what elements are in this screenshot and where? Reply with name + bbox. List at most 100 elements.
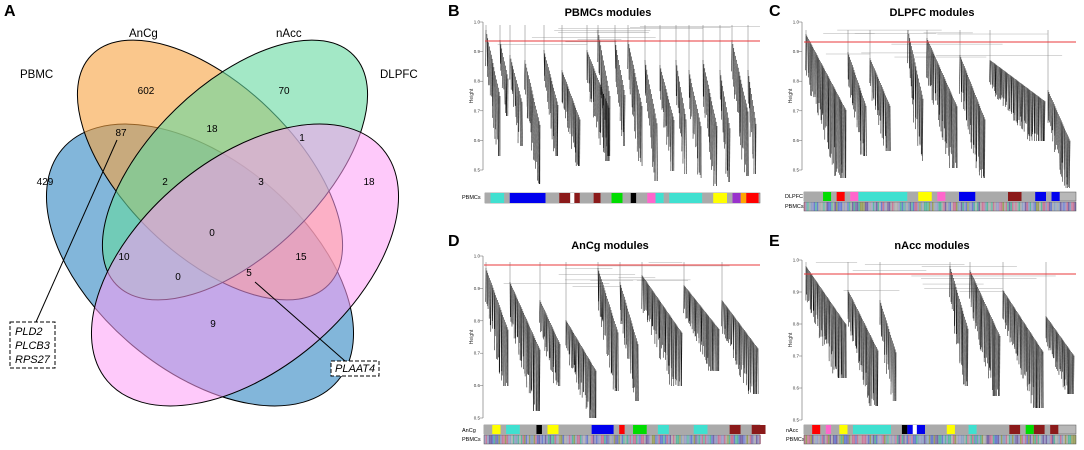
module-segment — [525, 435, 528, 444]
module-segment — [892, 202, 894, 211]
tree-leaf — [676, 325, 678, 381]
axis-tick-label: 0.7 — [793, 108, 800, 113]
count-pbmc-ancg: 87 — [115, 128, 127, 139]
panel-label-a: A — [4, 3, 16, 20]
module-segment — [874, 202, 876, 211]
module-segment — [869, 202, 872, 211]
module-segment — [912, 435, 915, 444]
module-segment — [828, 202, 830, 211]
module-segment — [946, 435, 948, 444]
module-segment — [968, 435, 971, 444]
tree-leaf — [1052, 102, 1054, 142]
module-segment — [576, 435, 579, 444]
module-segment — [1023, 202, 1025, 211]
tree-leaf — [839, 98, 841, 179]
tree-leaf — [954, 283, 956, 334]
tree-leaf — [861, 319, 863, 366]
tree-leaf — [913, 58, 915, 123]
tree-leaf — [735, 319, 737, 365]
module-segment — [668, 425, 694, 434]
module-segment — [1052, 435, 1054, 444]
tree-leaf — [623, 89, 625, 147]
module-segment — [872, 435, 875, 444]
module-segment — [593, 193, 601, 203]
module-segment — [836, 202, 838, 211]
module-segment — [1056, 202, 1059, 211]
module-segment — [948, 202, 950, 211]
tree-leaf — [569, 93, 571, 134]
venn-panel: A PBMC AnCg nAcc DLPFC 429 602 70 18 87 … — [4, 3, 418, 407]
module-segment — [925, 202, 928, 211]
count-ancg-nacc-dlpfc: 3 — [258, 177, 264, 188]
module-segment — [903, 435, 905, 444]
tree-leaf — [568, 324, 570, 355]
module-segment — [1045, 202, 1048, 211]
count-pbmc-ancg-dlpfc: 5 — [246, 268, 252, 279]
module-segment — [898, 202, 900, 211]
module-segment — [911, 202, 913, 211]
module-segment — [487, 435, 489, 444]
module-segment — [901, 435, 904, 444]
module-segment — [725, 435, 728, 444]
module-segment — [1050, 202, 1052, 211]
gene-label-plaat4: PLAAT4 — [335, 363, 375, 375]
module-segment — [933, 202, 936, 211]
module-segment — [1010, 202, 1012, 211]
axis-tick-label: 1.0 — [474, 254, 481, 259]
module-segment — [1063, 435, 1065, 444]
module-segment — [1064, 202, 1067, 211]
count-ancg-only: 602 — [138, 86, 155, 97]
module-segment — [724, 435, 726, 444]
module-segment — [532, 435, 534, 444]
tree-leaf — [1013, 307, 1015, 348]
module-segment — [540, 435, 542, 444]
module-segment — [698, 435, 700, 444]
module-segment — [572, 435, 574, 444]
axis-tick-label: 0.8 — [474, 79, 481, 84]
module-segment — [906, 202, 908, 211]
dendrogram-tree — [485, 262, 759, 419]
tree-leaf — [1014, 79, 1016, 121]
module-segment — [900, 435, 902, 444]
venn-set-dlpfc — [90, 123, 400, 407]
module-segment — [1012, 435, 1014, 444]
module-segment — [890, 435, 892, 444]
module-segment — [655, 193, 664, 203]
module-segment — [714, 435, 716, 444]
module-segment — [1016, 435, 1019, 444]
module-segment — [636, 193, 648, 203]
module-segment — [485, 193, 491, 203]
module-segment — [509, 435, 512, 444]
module-segment — [882, 202, 884, 211]
tree-leaf — [934, 55, 936, 94]
module-segment — [519, 435, 521, 444]
module-segment — [807, 435, 809, 444]
module-segment — [1055, 435, 1057, 444]
module-segment — [907, 425, 913, 434]
tree-leaf — [935, 59, 937, 101]
module-segment — [855, 435, 857, 444]
tree-leaf — [506, 74, 508, 117]
module-segment — [943, 435, 945, 444]
module-segment — [890, 202, 892, 211]
tree-leaf — [634, 72, 636, 132]
tree-leaf — [587, 52, 589, 83]
module-segment — [946, 202, 948, 211]
module-segment — [837, 435, 840, 444]
module-segment — [630, 193, 637, 203]
module-segment — [868, 435, 870, 444]
module-segment — [992, 435, 995, 444]
panel-label-b: B — [448, 3, 460, 20]
module-segment — [1072, 435, 1075, 444]
module-segment — [804, 435, 806, 444]
tree-leaf — [654, 294, 656, 331]
tree-leaf — [690, 82, 693, 117]
module-segment — [1020, 435, 1022, 444]
tree-leaf — [858, 85, 861, 133]
tree-leaf — [605, 70, 607, 138]
tree-leaf — [579, 344, 581, 395]
tree-leaf — [546, 315, 548, 357]
module-segment — [853, 435, 856, 444]
module-segment — [674, 435, 676, 444]
module-segment — [744, 435, 747, 444]
